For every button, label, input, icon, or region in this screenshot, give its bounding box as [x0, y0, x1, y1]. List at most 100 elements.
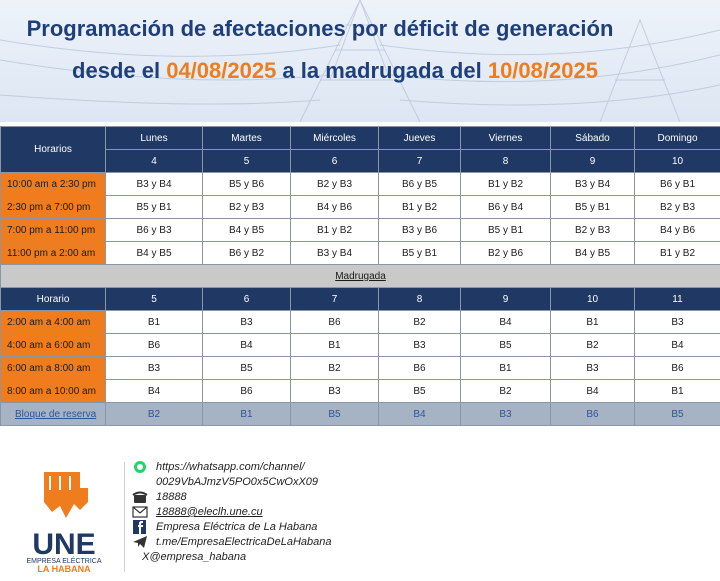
time-slot: 4:00 am a 6:00 am: [0, 333, 106, 357]
whatsapp-channel-id: 0029VbAJmzV5PO0x5CwOxX09: [156, 476, 319, 488]
day-number: 6: [202, 287, 291, 311]
time-slot: 2:30 pm a 7:00 pm: [0, 195, 106, 219]
block-cell: B6: [378, 356, 461, 380]
block-cell: B5 y B1: [460, 218, 551, 242]
reserve-cell: B2: [105, 402, 203, 426]
table-row: 6:00 am a 8:00 am B3 B5 B2 B6 B1 B3 B6: [0, 356, 720, 380]
time-slot: 10:00 am a 2:30 pm: [0, 172, 106, 196]
time-slot: 11:00 pm a 2:00 am: [0, 241, 106, 265]
block-cell: B4 y B6: [290, 195, 379, 219]
madrugada-band: Madrugada: [0, 264, 720, 288]
block-cell: B2: [290, 356, 379, 380]
block-cell: B3: [202, 310, 291, 334]
logo-subtitle-2: LA HABANA: [37, 564, 91, 574]
page-title: Programación de afectaciones por déficit…: [26, 16, 614, 41]
reserve-cell: B6: [550, 402, 635, 426]
facebook-row[interactable]: Empresa Eléctrica de La Habana: [132, 520, 692, 535]
table-row: 2:30 pm a 7:00 pm B5 y B1 B2 y B3 B4 y B…: [0, 195, 720, 219]
block-cell: B2 y B6: [460, 241, 551, 265]
block-cell: B4 y B5: [105, 241, 203, 265]
phone-icon: [132, 491, 148, 503]
block-cell: B5 y B1: [550, 195, 635, 219]
block-cell: B1 y B2: [378, 195, 461, 219]
block-cell: B2 y B3: [202, 195, 291, 219]
facebook-icon: [133, 520, 146, 534]
block-cell: B4 y B5: [202, 218, 291, 242]
block-cell: B6: [202, 379, 291, 403]
block-cell: B1: [105, 310, 203, 334]
phone-number: 18888: [156, 491, 187, 503]
table-row: 10:00 am a 2:30 pm B3 y B4 B5 y B6 B2 y …: [0, 172, 720, 196]
block-cell: B2 y B3: [550, 218, 635, 242]
day-number: 11: [634, 287, 720, 311]
date-range-title: desde el 04/08/2025 a la madrugada del 1…: [0, 58, 670, 84]
block-cell: B4: [460, 310, 551, 334]
block-cell: B4 y B6: [634, 218, 720, 242]
day-number: 5: [202, 149, 291, 173]
whatsapp-row[interactable]: https://whatsapp.com/channel/: [132, 460, 692, 475]
telegram-icon: [133, 536, 147, 548]
block-cell: B5 y B1: [378, 241, 461, 265]
date-to: 10/08/2025: [487, 58, 598, 83]
day-name: Sábado: [550, 126, 635, 150]
madrugada-label: Madrugada: [0, 264, 720, 288]
block-cell: B4: [634, 333, 720, 357]
schedule-table: Horarios Lunes Martes Miércoles Jueves V…: [0, 126, 720, 426]
block-cell: B2: [460, 379, 551, 403]
whatsapp-link[interactable]: https://whatsapp.com/channel/: [156, 461, 305, 473]
divider: [124, 462, 125, 572]
block-cell: B4 y B5: [550, 241, 635, 265]
time-slot: 6:00 am a 8:00 am: [0, 356, 106, 380]
table-row: 8:00 am a 10:00 am B4 B6 B3 B5 B2 B4 B1: [0, 379, 720, 403]
block-cell: B1: [550, 310, 635, 334]
block-cell: B3: [105, 356, 203, 380]
reserve-cell: B5: [290, 402, 379, 426]
block-cell: B5: [460, 333, 551, 357]
reserve-row: Bloque de reserva B2 B1 B5 B4 B3 B6 B5: [0, 402, 720, 426]
telegram-link[interactable]: t.me/EmpresaElectricaDeLaHabana: [156, 536, 332, 548]
block-cell: B6 y B3: [105, 218, 203, 242]
block-cell: B2: [550, 333, 635, 357]
block-cell: B3 y B4: [105, 172, 203, 196]
time-slot: 8:00 am a 10:00 am: [0, 379, 106, 403]
block-cell: B4: [202, 333, 291, 357]
table-row: 2:00 am a 4:00 am B1 B3 B6 B2 B4 B1 B3: [0, 310, 720, 334]
day-number: 9: [460, 287, 551, 311]
block-cell: B3: [378, 333, 461, 357]
facebook-link[interactable]: Empresa Eléctrica de La Habana: [156, 521, 318, 533]
email-row[interactable]: 18888@eleclh.une.cu: [132, 505, 692, 520]
block-cell: B3: [290, 379, 379, 403]
block-cell: B1: [290, 333, 379, 357]
reserve-cell: B3: [460, 402, 551, 426]
day-name: Viernes: [460, 126, 551, 150]
contact-list: https://whatsapp.com/channel/ 0029VbAJmz…: [132, 460, 692, 565]
x-row[interactable]: X@empresa_habana: [132, 550, 692, 565]
day-name: Jueves: [378, 126, 461, 150]
day-number: 5: [105, 287, 203, 311]
x-icon: X: [142, 551, 150, 563]
day-name-row: Horarios Lunes Martes Miércoles Jueves V…: [0, 126, 720, 173]
fist-lightning-icon: UNE EMPRESA ELÉCTRICA LA HABANA: [26, 472, 102, 574]
date-from: 04/08/2025: [166, 58, 277, 83]
corner-horarios: Horarios: [0, 126, 106, 173]
day-number: 4: [105, 149, 203, 173]
email-link[interactable]: 18888@eleclh.une.cu: [156, 506, 263, 518]
time-slot: 2:00 am a 4:00 am: [0, 310, 106, 334]
block-cell: B1 y B2: [290, 218, 379, 242]
reserve-cell: B1: [202, 402, 291, 426]
table-row: 7:00 pm a 11:00 pm B6 y B3 B4 y B5 B1 y …: [0, 218, 720, 242]
day-number: 8: [460, 149, 551, 173]
telegram-row[interactable]: t.me/EmpresaElectricaDeLaHabana: [132, 535, 692, 550]
day-name: Miércoles: [290, 126, 379, 150]
block-cell: B5: [202, 356, 291, 380]
block-cell: B6: [290, 310, 379, 334]
day-number: 6: [290, 149, 379, 173]
x-handle[interactable]: @empresa_habana: [149, 551, 247, 563]
block-cell: B3: [634, 310, 720, 334]
logo-subtitle-1: EMPRESA ELÉCTRICA: [26, 556, 101, 565]
day-number: 10: [550, 287, 635, 311]
logo-text: UNE: [32, 528, 95, 561]
block-cell: B2: [378, 310, 461, 334]
block-cell: B2 y B3: [634, 195, 720, 219]
reserve-cell: B5: [634, 402, 720, 426]
